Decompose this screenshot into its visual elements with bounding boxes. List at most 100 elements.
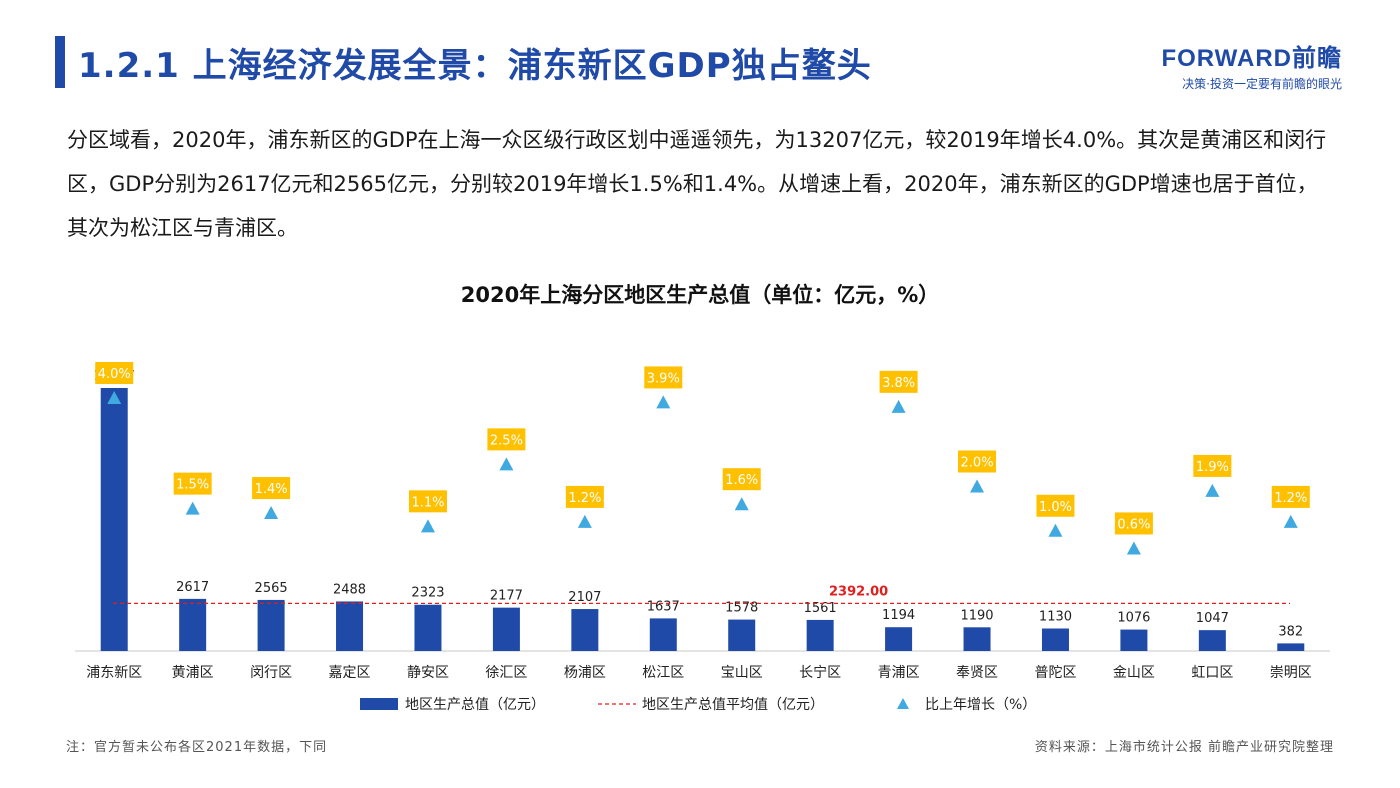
growth-label-13: 0.6% xyxy=(1117,517,1150,532)
growth-label-bg-10 xyxy=(879,370,918,393)
bar-3 xyxy=(336,601,364,651)
growth-label-4: 1.1% xyxy=(411,495,444,510)
category-label-14: 虹口区 xyxy=(1191,665,1233,681)
growth-marker-1 xyxy=(185,501,200,515)
bar-0 xyxy=(100,388,128,651)
legend-growth-swatch xyxy=(897,698,909,709)
legend-average-label: 地区生产总值平均值（亿元） xyxy=(642,697,824,713)
bar-1 xyxy=(179,598,207,651)
growth-marker-8 xyxy=(734,497,749,511)
bar-value-label-8: 1578 xyxy=(725,601,758,616)
growth-label-2: 1.4% xyxy=(255,482,288,497)
category-label-2: 闵行区 xyxy=(250,665,292,681)
growth-label-bg-0 xyxy=(95,362,134,384)
growth-label-8: 1.6% xyxy=(725,473,758,488)
bar-4 xyxy=(414,604,442,651)
data-source: 资料来源：上海市统计公报 前瞻产业研究院整理 xyxy=(1034,740,1334,755)
legend-growth-label: 比上年增长（%） xyxy=(925,697,1036,713)
growth-marker-5 xyxy=(499,457,514,471)
category-label-13: 金山区 xyxy=(1113,665,1155,681)
legend-bar-label: 地区生产总值（亿元） xyxy=(405,697,545,713)
growth-label-bg-14 xyxy=(1193,454,1232,477)
footnote: 注：官方暂未公布各区2021年数据，下同 xyxy=(66,740,328,755)
growth-label-bg-5 xyxy=(487,428,526,451)
growth-marker-7 xyxy=(656,395,671,409)
growth-label-10: 3.8% xyxy=(882,376,915,391)
growth-marker-13 xyxy=(1126,541,1141,555)
bar-value-label-3: 2488 xyxy=(333,582,366,597)
growth-label-5: 2.5% xyxy=(490,433,523,448)
bar-12 xyxy=(1041,628,1069,651)
bar-value-label-4: 2323 xyxy=(411,586,444,601)
page-title: 1.2.1 上海经济发展全景：浦东新区GDP独占鳌头 xyxy=(78,46,872,86)
growth-marker-11 xyxy=(970,479,985,493)
growth-label-12: 1.0% xyxy=(1039,500,1072,515)
bar-value-label-1: 2617 xyxy=(176,580,209,595)
category-label-11: 奉贤区 xyxy=(956,665,998,681)
bar-5 xyxy=(492,607,520,651)
bar-value-label-11: 1190 xyxy=(960,608,993,623)
bar-value-label-13: 1076 xyxy=(1117,611,1150,626)
bar-14 xyxy=(1198,630,1226,651)
growth-label-bg-6 xyxy=(565,485,604,508)
bar-value-label-12: 1130 xyxy=(1039,609,1072,624)
growth-marker-15 xyxy=(1283,514,1298,528)
growth-label-bg-13 xyxy=(1114,512,1153,535)
growth-label-bg-11 xyxy=(958,450,997,473)
bar-value-label-5: 2177 xyxy=(490,589,523,604)
growth-marker-4 xyxy=(420,519,435,533)
gdp-district-chart: 2020年上海分区地区生产总值（单位：亿元，%）13207浦东新区2617黄浦区… xyxy=(75,283,1330,713)
category-label-6: 杨浦区 xyxy=(564,665,606,681)
growth-marker-10 xyxy=(891,399,906,413)
average-label: 2392.00 xyxy=(829,584,888,599)
bar-value-label-9: 1561 xyxy=(804,601,837,616)
growth-marker-14 xyxy=(1205,483,1220,497)
category-label-3: 嘉定区 xyxy=(329,665,371,681)
brand-logo: FORWARD前瞻 决策·投资一定要有前瞻的眼光 xyxy=(1161,38,1342,92)
bar-13 xyxy=(1120,629,1148,651)
legend-bar-swatch xyxy=(360,698,398,710)
category-label-7: 松江区 xyxy=(642,665,684,681)
bar-15 xyxy=(1277,643,1305,651)
bar-value-label-7: 1637 xyxy=(647,599,680,614)
brand-slogan: 决策·投资一定要有前瞻的眼光 xyxy=(1182,77,1342,91)
bar-7 xyxy=(649,618,677,651)
bar-2 xyxy=(257,599,285,651)
bar-8 xyxy=(728,619,756,651)
category-label-12: 普陀区 xyxy=(1034,665,1076,681)
intro-paragraph: 分区域看，2020年，浦东新区的GDP在上海一众区级行政区划中遥遥领先，为132… xyxy=(67,128,1327,240)
bar-9 xyxy=(806,619,834,651)
growth-label-bg-8 xyxy=(722,468,761,491)
category-label-0: 浦东新区 xyxy=(86,665,142,681)
growth-label-15: 1.2% xyxy=(1274,491,1307,506)
growth-label-6: 1.2% xyxy=(568,491,601,506)
growth-marker-0 xyxy=(107,391,122,404)
growth-label-0: 4.0% xyxy=(98,367,131,382)
bar-10 xyxy=(885,627,913,651)
brand-name: FORWARD前瞻 xyxy=(1161,45,1342,72)
growth-label-bg-4 xyxy=(408,490,447,513)
growth-label-bg-7 xyxy=(644,366,683,389)
category-label-9: 长宁区 xyxy=(799,664,841,681)
growth-label-11: 2.0% xyxy=(961,456,994,471)
bar-value-label-10: 1194 xyxy=(882,608,915,623)
growth-label-14: 1.9% xyxy=(1196,460,1229,475)
category-label-4: 静安区 xyxy=(407,665,449,681)
growth-label-bg-15 xyxy=(1271,485,1310,508)
category-label-10: 青浦区 xyxy=(878,665,920,681)
bar-6 xyxy=(571,609,599,651)
chart-title: 2020年上海分区地区生产总值（单位：亿元，%） xyxy=(461,283,940,307)
growth-label-bg-12 xyxy=(1036,494,1075,517)
growth-label-1: 1.5% xyxy=(176,478,209,493)
bar-value-label-2: 2565 xyxy=(255,581,288,596)
bar-11 xyxy=(963,627,991,651)
growth-marker-2 xyxy=(264,506,279,520)
growth-label-7: 3.9% xyxy=(647,371,680,386)
growth-marker-12 xyxy=(1048,523,1063,537)
category-label-15: 崇明区 xyxy=(1270,665,1312,681)
growth-marker-6 xyxy=(577,514,592,528)
bar-value-label-15: 382 xyxy=(1278,624,1303,639)
title-accent-bar xyxy=(55,36,65,88)
category-label-1: 黄浦区 xyxy=(172,664,214,681)
bar-value-label-14: 1047 xyxy=(1196,611,1229,626)
